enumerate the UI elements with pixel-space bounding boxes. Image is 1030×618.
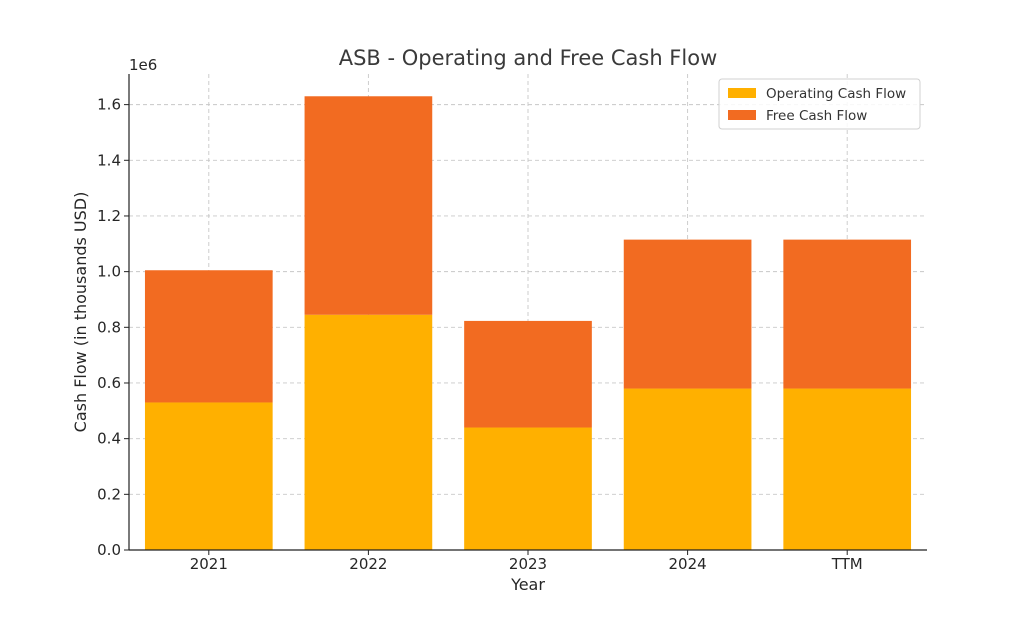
bar-operating-cash-flow-2022 xyxy=(304,314,433,550)
y-tick-label: 1.6 xyxy=(97,96,121,114)
x-tick-label: TTM xyxy=(831,555,863,573)
x-tick-label: 2021 xyxy=(190,555,228,573)
y-tick-label: 1.2 xyxy=(97,207,121,225)
y-tick-label: 0.0 xyxy=(97,541,121,559)
legend-label: Operating Cash Flow xyxy=(766,86,906,102)
bar-free-cash-flow-2024 xyxy=(623,239,752,389)
chart-title: ASB - Operating and Free Cash Flow xyxy=(339,46,718,70)
legend-swatch xyxy=(728,110,756,120)
bar-free-cash-flow-TTM xyxy=(783,239,912,389)
x-axis-label: Year xyxy=(510,575,545,594)
y-tick-label: 1.0 xyxy=(97,263,121,281)
bar-operating-cash-flow-2021 xyxy=(144,402,273,550)
bar-free-cash-flow-2021 xyxy=(144,270,273,403)
y-tick-label: 0.4 xyxy=(97,430,121,448)
bar-operating-cash-flow-2023 xyxy=(464,427,592,550)
y-tick-label: 0.2 xyxy=(97,485,121,503)
legend-box xyxy=(718,78,921,130)
bars xyxy=(144,96,912,550)
bar-operating-cash-flow-TTM xyxy=(783,388,912,550)
bar-free-cash-flow-2022 xyxy=(304,96,433,315)
y-tick-label: 1.4 xyxy=(97,151,121,169)
legend: Operating Cash Flow Free Cash Flow xyxy=(718,78,921,130)
bar-operating-cash-flow-2024 xyxy=(623,388,752,550)
y-tick-label: 0.6 xyxy=(97,374,121,392)
y-axis-offset-label: 1e6 xyxy=(129,56,157,74)
y-tick-label: 0.8 xyxy=(97,318,121,336)
bar-free-cash-flow-2023 xyxy=(464,320,592,428)
x-tick-label: 2024 xyxy=(669,555,707,573)
legend-swatch xyxy=(728,88,756,98)
tick-labels: 0.0 0.2 0.4 0.6 0.8 1.0 1.2 1.4 1.6 2021 2022 2023 2… xyxy=(97,96,863,573)
y-axis-label: Cash Flow (in thousands USD) xyxy=(71,192,90,433)
axes xyxy=(124,74,927,555)
x-tick-label: 2023 xyxy=(509,555,547,573)
legend-label: Free Cash Flow xyxy=(766,108,867,124)
x-tick-label: 2022 xyxy=(349,555,387,573)
